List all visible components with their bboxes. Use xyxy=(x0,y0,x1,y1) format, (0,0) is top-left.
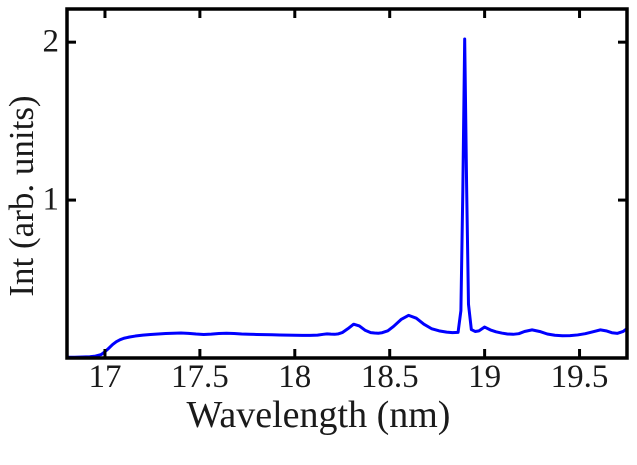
x-tick-label: 18.5 xyxy=(360,359,419,395)
plot-area xyxy=(65,7,629,360)
x-tick-label: 19 xyxy=(468,359,502,395)
spectrum-line xyxy=(65,37,629,359)
x-axis-title: Wavelength (nm) xyxy=(186,394,451,436)
y-axis-title-wrapper: Int (arb. units) xyxy=(2,36,48,356)
y-tick-label: 2 xyxy=(42,23,60,60)
y-tick-label: 1 xyxy=(42,181,60,218)
x-tick-label: 19.5 xyxy=(550,359,609,395)
x-tick-label: 17 xyxy=(88,359,122,395)
y-axis-title: Int (arb. units) xyxy=(2,95,41,297)
axes-frame xyxy=(65,7,629,360)
plot-background xyxy=(67,9,627,358)
x-tick-label: 18 xyxy=(278,359,312,395)
x-tick-label: 17.5 xyxy=(171,359,229,395)
